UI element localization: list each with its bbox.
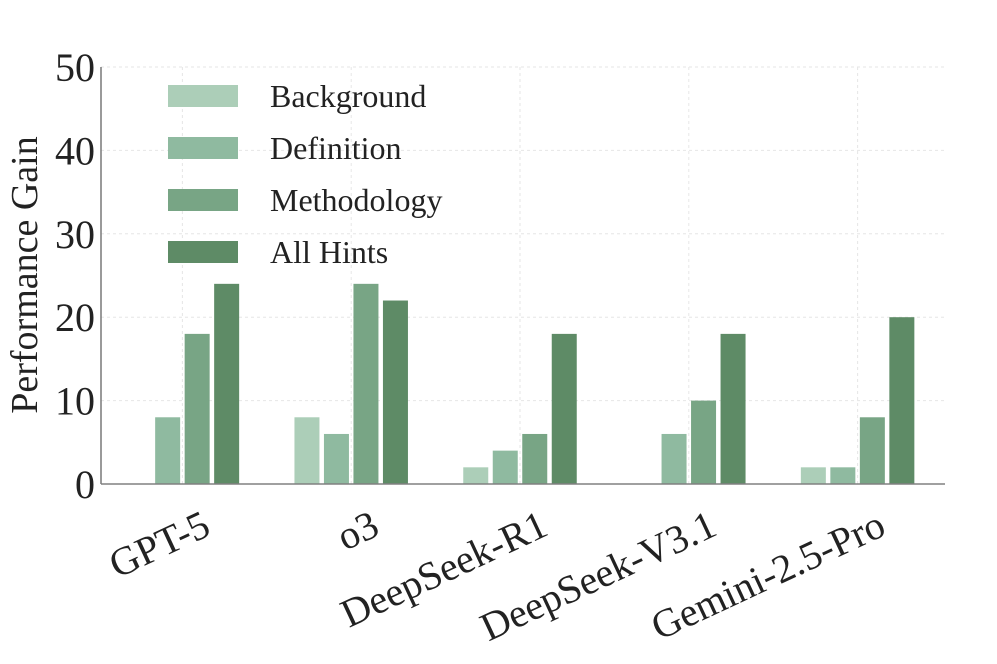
bar-definition-deepseek-v3-1 [661,433,687,484]
y-tick-label: 20 [55,295,95,340]
legend-label: Background [270,78,426,114]
bar-all-hints-deepseek-v3-1 [720,333,746,484]
bar-definition-o3 [323,433,349,484]
bar-methodology-gpt-5 [184,333,210,484]
bar-all-hints-deepseek-r1 [551,333,577,484]
grid-lines [101,66,945,484]
legend-label: Methodology [270,182,442,218]
legend-swatch [168,85,238,107]
bar-background-gemini-2-5-pro [800,467,826,484]
y-tick-label: 0 [75,462,95,507]
x-category-labels: GPT-5 o3DeepSeek-R1DeepSeek-V3.1Gemini-2.… [102,501,892,649]
bar-all-hints-o3 [382,300,408,484]
legend-swatch [168,189,238,211]
legend-swatch [168,137,238,159]
y-tick-label: 40 [55,128,95,173]
bar-all-hints-gemini-2-5-pro [889,317,915,484]
legend-label: All Hints [270,234,388,270]
bar-background-deepseek-r1 [463,467,489,484]
legend-label: Definition [270,130,402,166]
y-tick-label: 50 [55,45,95,90]
y-tick-label: 30 [55,212,95,257]
bar-definition-gemini-2-5-pro [830,467,856,484]
axes [100,67,945,485]
bar-methodology-deepseek-v3-1 [691,400,717,484]
bar-background-o3 [294,417,320,484]
bar-definition-gpt-5 [155,417,181,484]
legend-swatch [168,241,238,263]
y-tick-label: 10 [55,379,95,424]
y-tick-labels: 0 10 20 30 40 50 [55,45,95,507]
x-category-label: GPT-5 [102,501,216,586]
bars [155,283,915,484]
bar-all-hints-gpt-5 [214,283,240,484]
bar-methodology-gemini-2-5-pro [859,417,885,484]
bar-definition-deepseek-r1 [492,450,518,484]
y-axis-title: Performance Gain [4,136,46,414]
bar-methodology-o3 [353,283,379,484]
x-category-label: o3 [330,501,385,559]
legend: Background Definition Methodology All Hints [168,78,442,270]
bar-methodology-deepseek-r1 [522,433,548,484]
